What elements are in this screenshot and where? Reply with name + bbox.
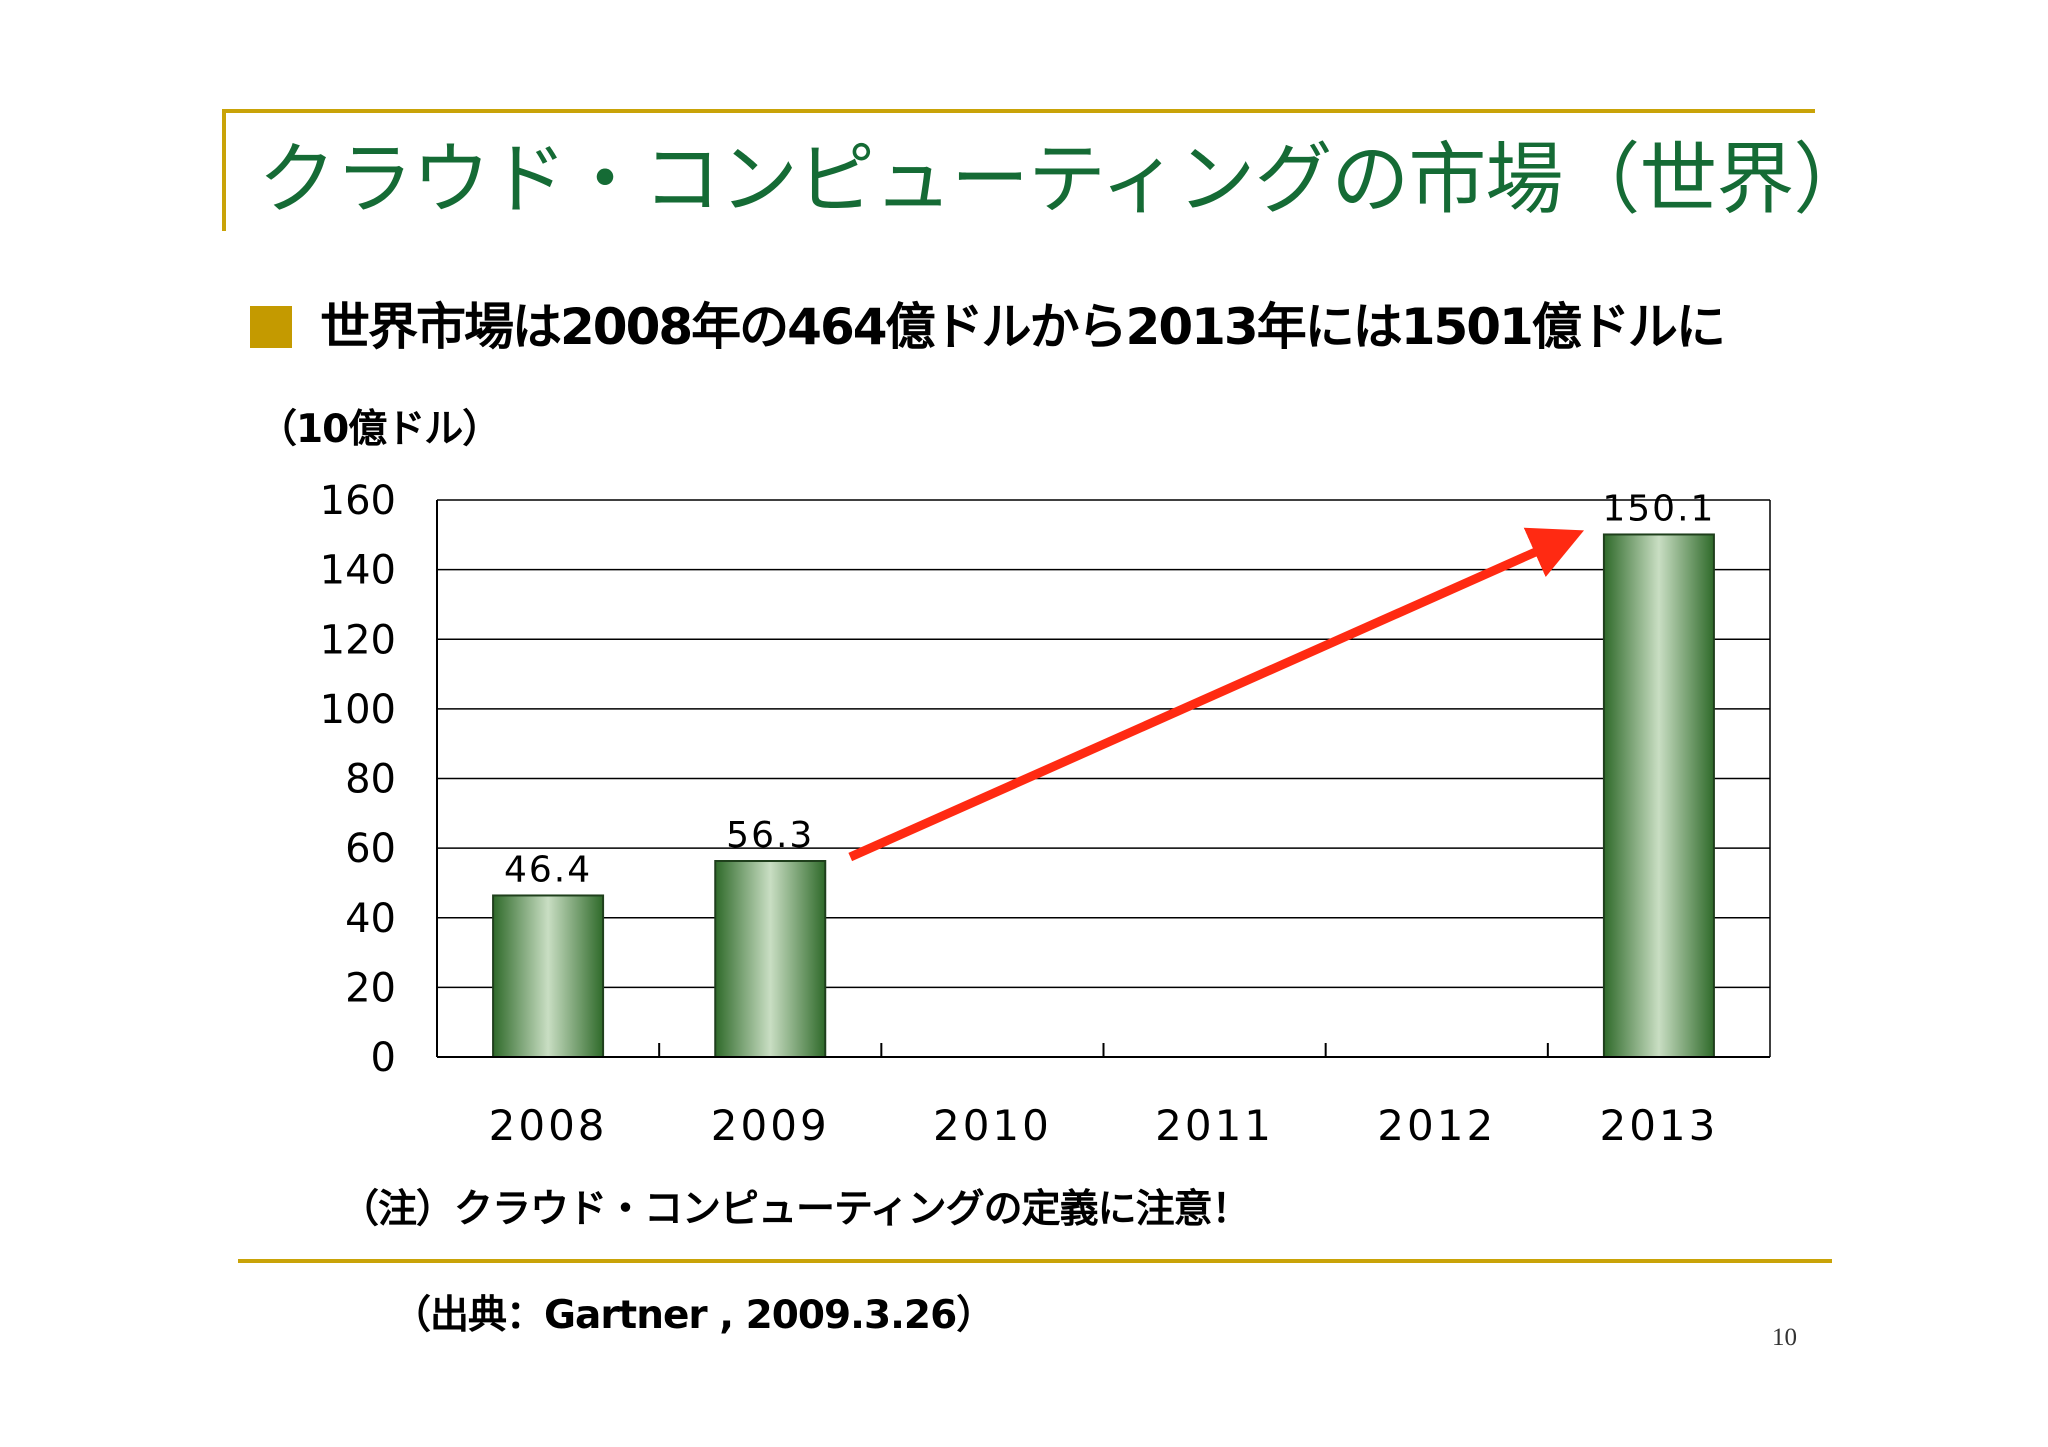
data-label-2013: 150.1 bbox=[1602, 488, 1715, 529]
y-tick-label-100: 100 bbox=[320, 687, 396, 733]
chart-annotations bbox=[848, 527, 1585, 862]
bullet-square-icon bbox=[250, 306, 292, 348]
bar-2008 bbox=[492, 894, 605, 1058]
y-tick-label-160: 160 bbox=[320, 478, 396, 524]
source-citation: （出典：Gartner , 2009.3.26） bbox=[392, 1293, 995, 1338]
definition-note: （注）クラウド・コンピューティングの定義に注意！ bbox=[340, 1187, 1251, 1232]
x-tick-label-2010: 2010 bbox=[933, 1101, 1052, 1150]
footer-divider-line bbox=[238, 1259, 1832, 1263]
growth-arrow bbox=[848, 527, 1585, 862]
y-tick-label-40: 40 bbox=[345, 896, 396, 942]
y-axis-unit-label: （10億ドル） bbox=[258, 407, 501, 452]
x-tick-label-2011: 2011 bbox=[1155, 1101, 1274, 1150]
bar-2013 bbox=[1602, 533, 1715, 1058]
y-tick-label-60: 60 bbox=[345, 826, 396, 872]
x-tick-label-2009: 2009 bbox=[711, 1101, 830, 1150]
x-tick-label-2012: 2012 bbox=[1377, 1101, 1496, 1150]
y-tick-label-140: 140 bbox=[320, 548, 396, 594]
axes bbox=[436, 500, 1771, 1058]
bullet-point-text: 世界市場は2008年の464億ドルから2013年には1501億ドルに bbox=[320, 298, 1726, 356]
data-label-2008: 46.4 bbox=[504, 849, 592, 890]
y-tick-label-0: 0 bbox=[371, 1035, 396, 1081]
x-tick-label-2008: 2008 bbox=[489, 1101, 608, 1150]
x-tick-label-2013: 2013 bbox=[1599, 1101, 1718, 1150]
grid-lines bbox=[437, 499, 1770, 989]
slide-title: クラウド・コンピューティングの市場（世界） bbox=[258, 135, 1871, 225]
title-frame-top-line bbox=[222, 109, 1815, 113]
title-frame-left-line bbox=[222, 109, 226, 231]
data-label-2009: 56.3 bbox=[726, 815, 814, 856]
y-tick-label-120: 120 bbox=[320, 617, 396, 663]
chart-labels: 0 20 40 60 80 100 120 140 160 46.4 2008 56.3 2009 201… bbox=[320, 478, 1718, 1150]
y-tick-label-20: 20 bbox=[345, 965, 396, 1011]
y-tick-label-80: 80 bbox=[345, 757, 396, 803]
page-number: 10 bbox=[1772, 1324, 1797, 1351]
bars bbox=[492, 533, 1715, 1058]
bar-2009 bbox=[714, 860, 827, 1058]
